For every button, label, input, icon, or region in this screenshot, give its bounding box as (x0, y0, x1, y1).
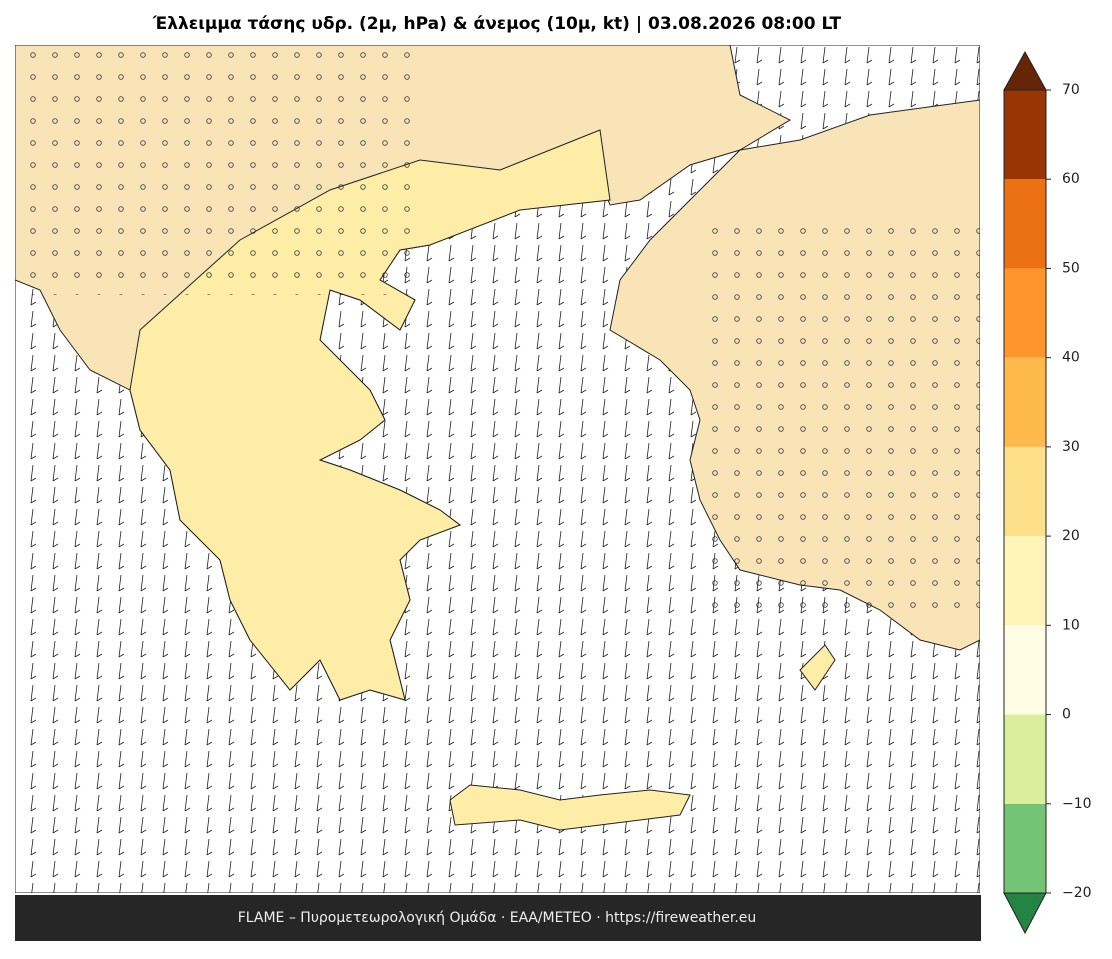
colorbar-tick-label: 30 (1062, 439, 1080, 455)
colorbar-band (1004, 268, 1046, 358)
colorbar-tick-label: −20 (1062, 885, 1092, 901)
colorbar-under (1003, 892, 1047, 935)
footer-bar (15, 895, 981, 941)
colorbar-tick-label: 40 (1062, 350, 1080, 366)
colorbar-band (1004, 625, 1046, 715)
colorbar-tick-label: 0 (1062, 707, 1071, 723)
colorbar-band (1004, 90, 1046, 180)
land-rhodes (799, 644, 836, 691)
map (15, 45, 980, 893)
colorbar-over (1003, 50, 1047, 91)
colorbar-band (1004, 446, 1046, 537)
colorbar-band (1004, 536, 1046, 626)
colorbar-tick-label: 60 (1062, 171, 1080, 187)
colorbar-band (1004, 179, 1046, 269)
colorbar-tick-label: 20 (1062, 528, 1080, 544)
colorbar-tick-label: 10 (1062, 617, 1080, 633)
colorbar-tick-label: 70 (1062, 82, 1080, 98)
land-crete (449, 784, 691, 831)
colorbar-tick-label: 50 (1062, 260, 1080, 276)
colorbar-band (1004, 357, 1046, 447)
map-title: Έλλειμμα τάσης υδρ. (2μ, hPa) & άνεμος (… (152, 14, 842, 34)
colorbar: −20 −10 0 10 20 30 40 50 60 70 (1003, 50, 1092, 935)
colorbar-band (1004, 714, 1046, 804)
colorbar-frame (1003, 89, 1047, 894)
colorbar-tick-label: −10 (1062, 796, 1092, 812)
colorbar-band (1004, 803, 1046, 893)
footer-text: FLAME – Πυρομετεωρολογική Ομάδα · ΕΑΑ/ME… (238, 910, 757, 926)
